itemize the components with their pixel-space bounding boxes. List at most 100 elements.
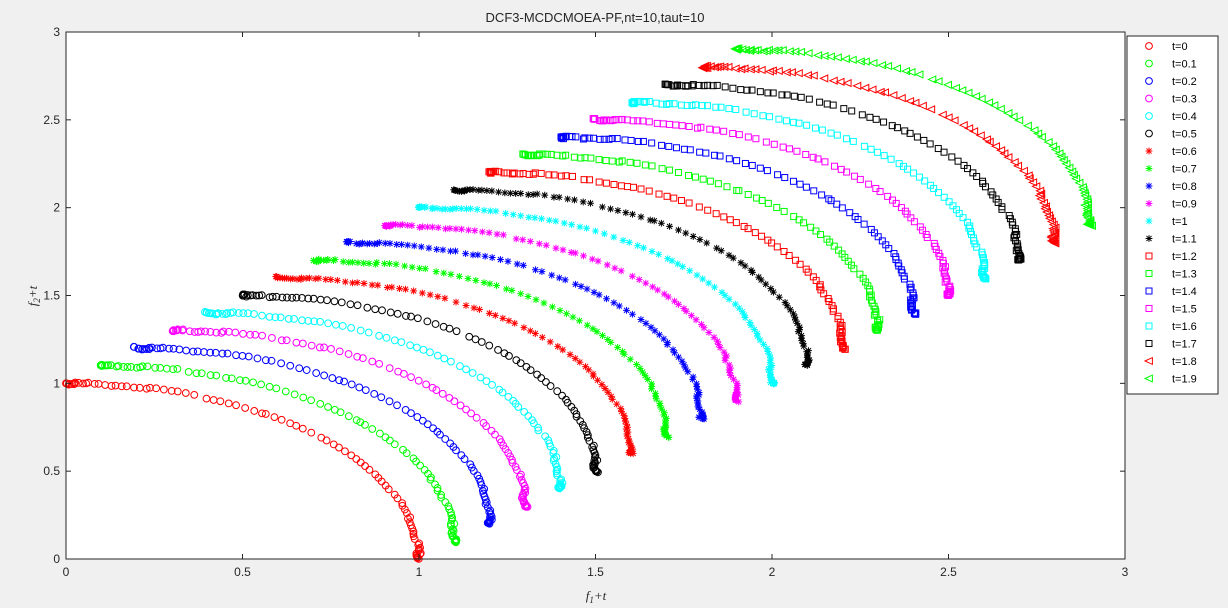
data-point	[127, 363, 135, 371]
data-point	[713, 244, 721, 252]
data-point	[548, 271, 556, 279]
data-point	[829, 307, 837, 315]
data-point	[732, 105, 740, 113]
data-point	[568, 172, 576, 180]
data-point	[860, 57, 870, 66]
data-point	[520, 324, 528, 332]
data-point	[958, 121, 968, 130]
data-point	[581, 134, 589, 142]
data-point	[393, 241, 401, 248]
legend-marker	[1145, 129, 1153, 138]
data-point	[907, 214, 915, 222]
data-point	[366, 240, 374, 247]
data-point	[767, 379, 774, 386]
data-point	[519, 493, 527, 501]
data-point	[798, 337, 806, 345]
data-point	[331, 256, 339, 263]
data-point	[446, 225, 454, 232]
data-point	[576, 358, 584, 366]
data-point	[595, 178, 603, 186]
data-point	[396, 285, 403, 292]
data-point	[633, 159, 641, 167]
data-point	[858, 111, 866, 119]
data-point	[880, 152, 888, 160]
data-point	[583, 224, 590, 232]
data-point	[948, 153, 956, 161]
data-point	[79, 379, 87, 388]
data-point	[392, 221, 400, 228]
data-point	[327, 276, 335, 283]
data-point	[634, 242, 642, 250]
data-point	[299, 393, 308, 402]
data-point	[1048, 226, 1058, 235]
legend-marker	[1145, 77, 1153, 85]
data-point	[716, 152, 724, 160]
data-point	[206, 371, 215, 380]
data-point	[941, 278, 949, 286]
series-t=0.5	[238, 290, 602, 477]
data-point	[852, 81, 862, 91]
data-point	[576, 417, 585, 425]
data-point	[249, 378, 257, 387]
data-point	[545, 171, 553, 179]
data-point	[202, 394, 211, 403]
data-point	[627, 136, 635, 144]
data-point	[848, 107, 856, 115]
x-tick-label: 0	[63, 565, 70, 579]
data-point	[669, 346, 677, 354]
data-point	[324, 403, 332, 411]
data-point	[130, 342, 139, 351]
data-point	[472, 277, 480, 284]
legend-marker	[1145, 59, 1153, 68]
data-point	[465, 226, 472, 234]
data-point	[626, 355, 634, 363]
data-point	[717, 103, 725, 111]
legend-entry: t=1	[1145, 216, 1188, 228]
x-tick-label: 3	[1122, 565, 1129, 579]
data-point	[295, 364, 304, 373]
data-point	[658, 165, 666, 173]
legend-label: t=1.1	[1172, 234, 1197, 246]
data-point	[773, 46, 783, 55]
x-tick-label: 1.5	[587, 565, 604, 579]
data-point	[808, 71, 818, 80]
data-point	[1050, 145, 1060, 154]
data-point	[178, 326, 187, 335]
data-point	[595, 291, 603, 299]
data-point	[524, 293, 532, 300]
data-point	[208, 309, 217, 318]
data-point	[562, 151, 570, 159]
data-point	[862, 278, 870, 286]
data-point	[505, 352, 513, 360]
data-point	[758, 232, 766, 240]
data-point	[725, 155, 733, 163]
data-point	[910, 98, 920, 108]
data-point	[449, 205, 457, 213]
data-point	[197, 327, 205, 336]
data-point	[482, 377, 491, 386]
data-point	[281, 387, 290, 396]
data-point	[169, 365, 178, 374]
data-point	[1046, 217, 1056, 226]
data-point	[670, 194, 678, 202]
data-point	[655, 190, 663, 198]
data-point	[603, 261, 611, 269]
data-point	[437, 491, 445, 499]
data-point	[830, 242, 838, 250]
series-t=1.8	[697, 61, 1060, 248]
legend-marker	[1145, 165, 1153, 172]
series-t=0.4	[201, 308, 567, 493]
data-point	[781, 299, 789, 306]
data-point	[282, 336, 291, 345]
data-point	[431, 320, 440, 328]
legend-entry: t=0.1	[1145, 59, 1197, 71]
data-point	[502, 210, 510, 217]
data-point	[637, 213, 645, 221]
data-point	[503, 169, 511, 177]
data-point	[271, 313, 280, 322]
data-point	[1081, 211, 1091, 220]
data-point	[764, 199, 772, 207]
data-point	[412, 457, 420, 466]
data-point	[663, 192, 671, 200]
data-point	[583, 431, 592, 440]
